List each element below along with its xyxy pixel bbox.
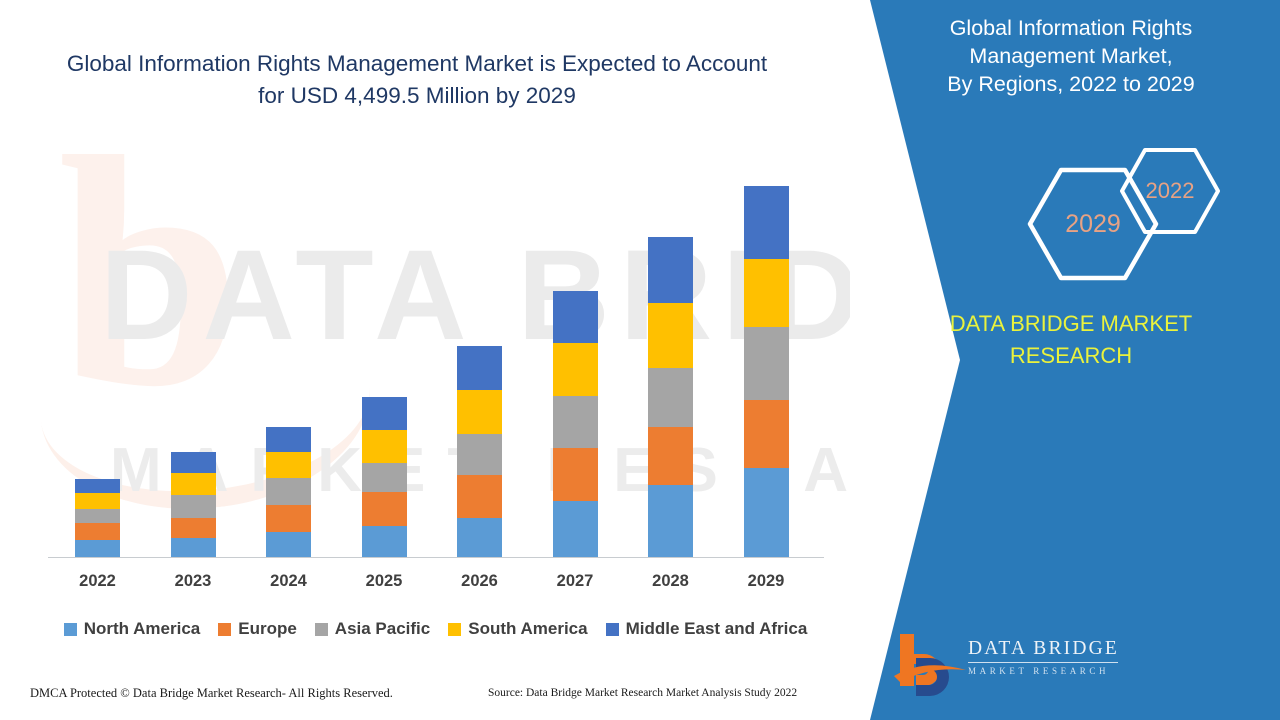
brand-wordmark: DATA BRIDGE MARKET RESEARCH <box>880 308 1280 372</box>
bar-segment-2025-eu <box>361 491 407 527</box>
x-axis-line <box>48 557 824 558</box>
brand-line2: RESEARCH <box>1009 343 1133 368</box>
data-bridge-monogram-icon <box>890 628 970 696</box>
hexagon-year-2029: 2029 <box>1027 167 1159 281</box>
bar-segment-2027-na <box>552 501 598 557</box>
chart-title: Global Information Rights Management Mar… <box>66 51 768 108</box>
bar-2029 <box>743 186 789 557</box>
logo-wordmark: DATA BRIDGE MARKET RESEARCH <box>968 638 1128 677</box>
panel-title: Global Information Rights Management Mar… <box>880 14 1280 98</box>
bar-segment-2028-sa <box>648 303 693 369</box>
bar-2023 <box>170 452 216 557</box>
bar-2028 <box>648 237 693 557</box>
x-axis-label-2022: 2022 <box>79 572 116 590</box>
bar-segment-2024-ap <box>266 478 311 506</box>
bar-segment-2022-me <box>75 479 120 494</box>
bar-2026 <box>457 346 502 557</box>
bar-segment-2025-ap <box>361 462 407 492</box>
bar-segment-2025-sa <box>361 430 407 463</box>
panel-title-line3: By Regions, 2022 to 2029 <box>947 72 1195 96</box>
hexagon-2022-label: 2022 <box>1145 178 1195 203</box>
bar-segment-2027-me <box>552 291 598 344</box>
legend-swatch-icon-me <box>605 622 619 636</box>
legend-label-na: North America <box>83 619 201 638</box>
hexagon-2029-label: 2029 <box>1065 209 1121 238</box>
x-axis-label-2025: 2025 <box>365 572 403 590</box>
bar-segment-2023-sa <box>170 473 216 496</box>
bar-segment-2022-na <box>75 540 120 557</box>
bar-segment-2023-eu <box>170 518 216 539</box>
x-axis-label-2024: 2024 <box>270 572 307 590</box>
brand-line1: DATA BRIDGE MARKET <box>949 311 1193 336</box>
bar-segment-2027-sa <box>552 343 598 397</box>
x-axis-label-2028: 2028 <box>652 572 689 590</box>
bar-segment-2029-eu <box>743 400 789 468</box>
legend-swatch-icon-ap <box>314 622 328 636</box>
chart-legend: North America Europe Asia Pacific South Ame… <box>48 617 823 641</box>
bar-segment-2022-ap <box>75 509 120 524</box>
bar-segment-2025-me <box>361 397 407 431</box>
bar-segment-2029-me <box>743 186 789 260</box>
legend-label-me: Middle East and Africa <box>625 619 808 638</box>
legend-item-ap[interactable]: Asia Pacific <box>314 619 431 639</box>
bar-segment-2024-na <box>266 532 311 557</box>
bar-segment-2022-eu <box>75 523 120 541</box>
bar-segment-2024-me <box>266 427 311 452</box>
footer-source: Source: Data Bridge Market Research Mark… <box>488 687 798 699</box>
company-logo: DATA BRIDGE MARKET RESEARCH <box>890 628 1120 698</box>
panel-title-line2: Management Market, <box>969 44 1173 68</box>
legend-item-me[interactable]: Middle East and Africa <box>605 619 808 639</box>
bar-segment-2029-sa <box>743 259 789 328</box>
bar-segment-2028-eu <box>648 427 693 486</box>
logo-divider <box>968 662 1118 663</box>
chart-plot-area: 2022 2023 2024 2025 2026 2027 2028 2029 <box>48 186 824 590</box>
x-axis-label-2026: 2026 <box>461 572 498 590</box>
bar-segment-2023-na <box>170 538 216 557</box>
legend-label-ap: Asia Pacific <box>334 619 431 638</box>
bar-segment-2029-ap <box>743 327 789 401</box>
legend-item-sa[interactable]: South America <box>448 619 588 639</box>
legend-item-na[interactable]: North America <box>63 619 201 639</box>
x-axis-label-2023: 2023 <box>174 572 212 590</box>
bar-2025 <box>361 397 407 557</box>
footer-copyright: DMCA Protected © Data Bridge Market Rese… <box>30 686 393 700</box>
bar-segment-2026-eu <box>457 475 502 519</box>
panel-title-line1: Global Information Rights <box>949 16 1193 40</box>
hexagon-group: 2022 2029 <box>940 148 1260 281</box>
bar-segment-2026-na <box>457 518 502 557</box>
bar-2024 <box>266 427 311 557</box>
bar-2022 <box>75 479 120 557</box>
bar-segment-2024-eu <box>266 505 311 533</box>
legend-label-eu: Europe <box>238 619 297 638</box>
legend-swatch-icon-na <box>63 622 77 636</box>
legend-label-sa: South America <box>468 619 588 638</box>
bar-segment-2028-me <box>648 237 693 304</box>
bar-segment-2027-eu <box>552 448 598 502</box>
bar-segment-2029-na <box>743 468 789 557</box>
bar-segment-2026-me <box>457 346 502 391</box>
legend-item-eu[interactable]: Europe <box>218 619 297 639</box>
hexagon-year-2022: 2022 <box>1120 148 1220 234</box>
bar-2027 <box>552 291 598 557</box>
legend-swatch-icon-sa <box>448 622 462 636</box>
bar-segment-2023-me <box>170 452 216 474</box>
x-axis-label-2027: 2027 <box>556 572 594 590</box>
bar-segment-2026-sa <box>457 390 502 435</box>
bar-segment-2028-na <box>648 485 693 557</box>
bar-segment-2022-sa <box>75 493 120 510</box>
bar-segment-2023-ap <box>170 495 216 519</box>
bar-segment-2028-ap <box>648 368 693 428</box>
bar-segment-2027-ap <box>552 396 598 449</box>
bar-segment-2026-ap <box>457 434 502 476</box>
bar-segment-2024-sa <box>266 451 311 478</box>
bar-segment-2025-na <box>361 526 407 557</box>
legend-swatch-icon-eu <box>218 622 232 636</box>
logo-line1: DATA BRIDGE <box>968 638 1120 659</box>
x-axis-label-2029: 2029 <box>747 572 785 590</box>
logo-line2: MARKET RESEARCH <box>968 666 1110 676</box>
